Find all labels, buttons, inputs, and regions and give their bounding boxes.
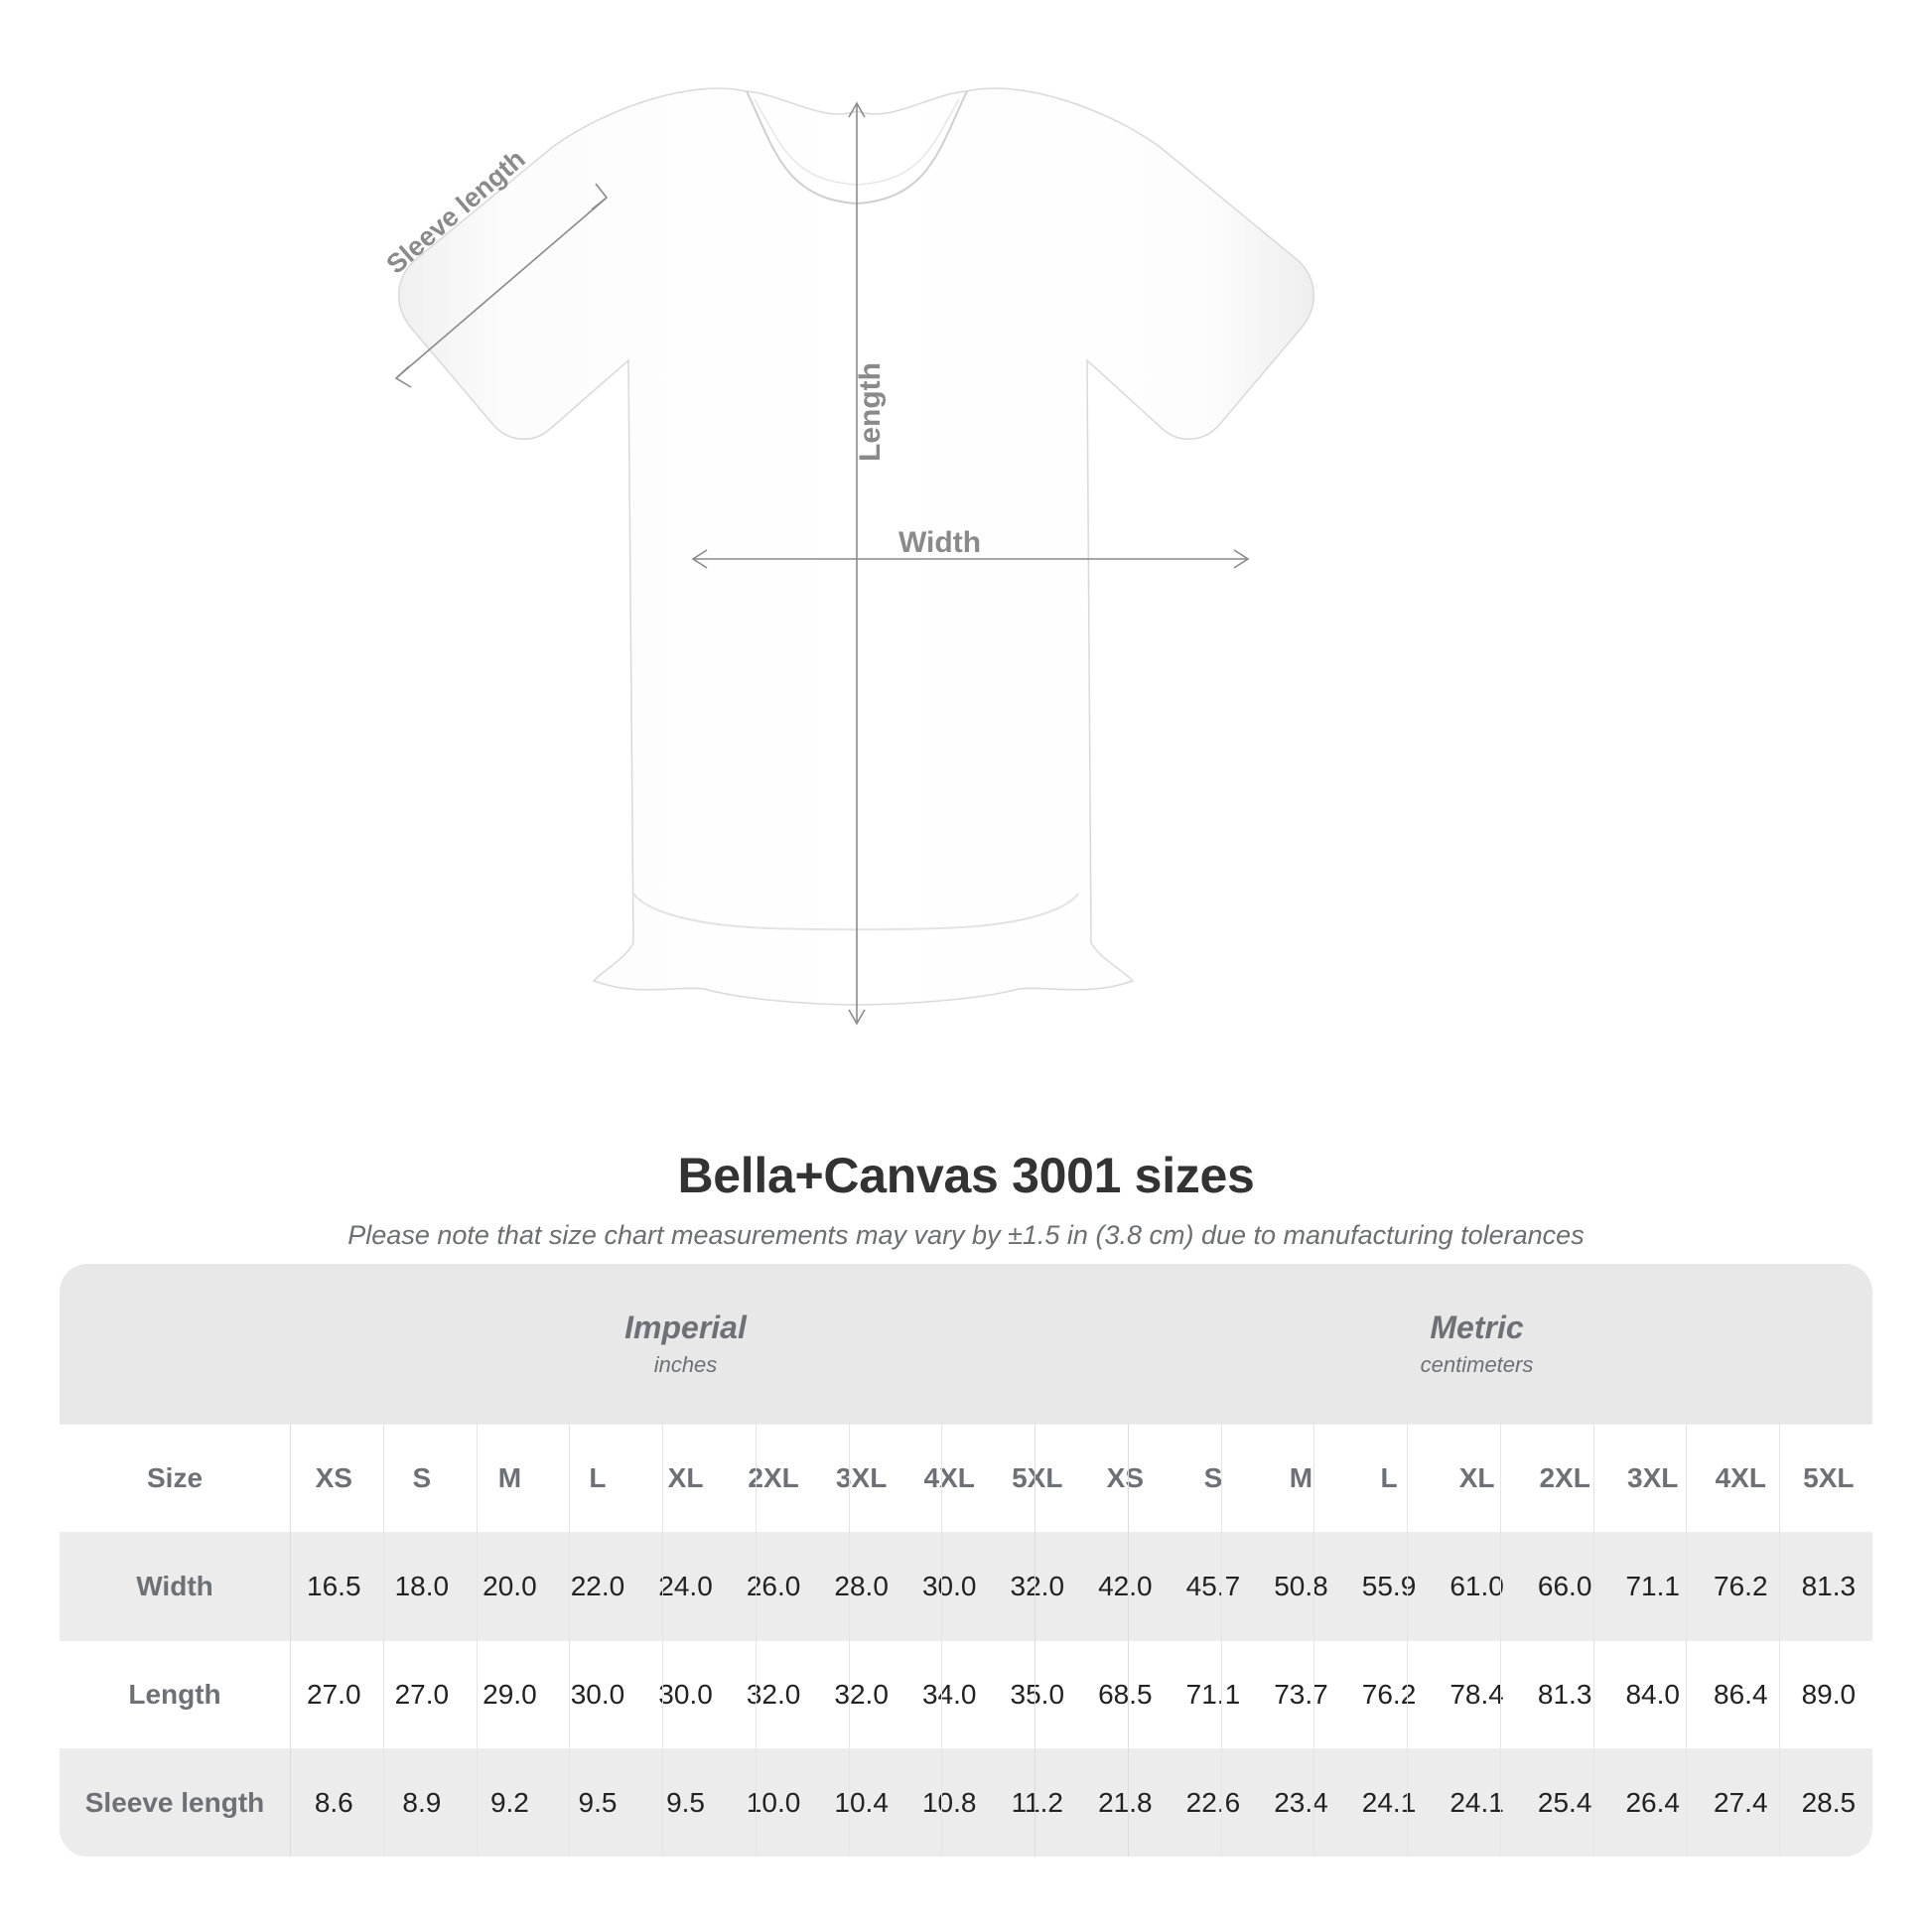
svg-text:Width: Width [898, 526, 981, 559]
svg-text:Length: Length [854, 362, 887, 462]
